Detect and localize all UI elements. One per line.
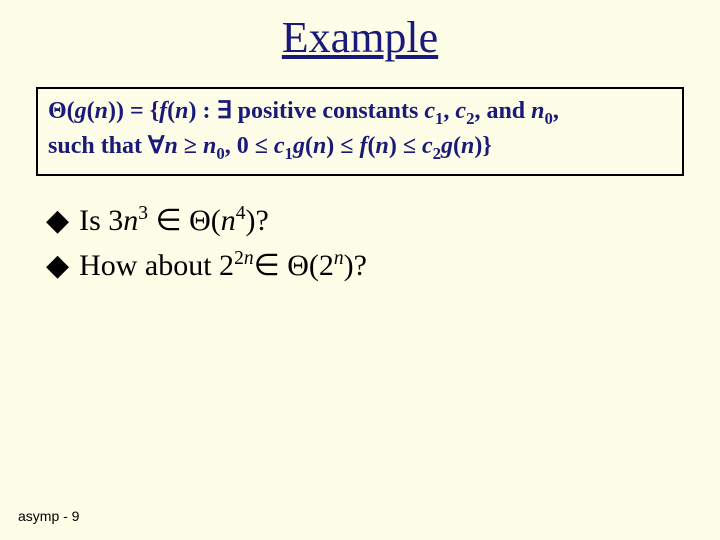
def-f2: f: [359, 133, 367, 159]
def-n0n: n: [531, 98, 544, 124]
bullet-2-text: How about 22n∈ Θ(2n)?: [79, 243, 367, 288]
def-leq1: ≤: [334, 133, 359, 159]
q1-exp4: 4: [236, 203, 246, 224]
def-suchthat: such that ∀: [48, 133, 164, 159]
bullet-item-1: ◆ Is 3n3 ∈ Θ(n4)?: [46, 198, 720, 243]
def-c2b: c: [422, 133, 433, 159]
def-n2: n: [175, 98, 188, 124]
def-g3: g: [441, 133, 453, 159]
def-n3: n: [313, 133, 326, 159]
slide-footer: asymp - 9: [18, 508, 79, 524]
def-n00: 0: [545, 109, 553, 128]
def-and: , and: [474, 98, 531, 124]
def-n0b0: 0: [216, 144, 224, 163]
theta-symbol: Θ: [48, 98, 67, 124]
def-f: f: [159, 98, 167, 124]
def-c1: c: [424, 98, 435, 124]
diamond-icon: ◆: [46, 243, 69, 288]
q2-expn2: n: [334, 248, 344, 269]
def-geq: ≥: [178, 133, 203, 159]
def-c1b: c: [274, 133, 285, 159]
q2-q: )?: [344, 249, 367, 282]
q2-expn1: n: [244, 248, 254, 269]
def-comma1: ,: [443, 98, 455, 124]
def-eq: = {: [124, 98, 159, 124]
def-comma3: , 0 ≤: [225, 133, 274, 159]
def-c2: c: [455, 98, 466, 124]
def-n5: n: [461, 133, 474, 159]
q1-q: )?: [246, 204, 269, 237]
def-sub1b: 1: [285, 144, 293, 163]
q1-n: n: [123, 204, 138, 237]
q1-is: Is 3: [79, 204, 123, 237]
q2-exp2: 2: [234, 248, 244, 269]
q1-in: ∈ Θ(: [148, 204, 221, 237]
def-nvar: n: [164, 133, 177, 159]
slide-title: Example: [0, 0, 720, 63]
def-leq2: ≤: [397, 133, 422, 159]
def-n1: n: [95, 98, 108, 124]
diamond-icon: ◆: [46, 198, 69, 243]
q2-in: ∈ Θ(2: [254, 249, 334, 282]
def-sub2b: 2: [433, 144, 441, 163]
def-n0bn: n: [203, 133, 216, 159]
q1-exp3: 3: [138, 203, 148, 224]
q1-n2: n: [221, 204, 236, 237]
def-exists: : ∃ positive constants: [197, 98, 425, 124]
bullet-item-2: ◆ How about 22n∈ Θ(2n)?: [46, 243, 720, 288]
def-g2: g: [293, 133, 305, 159]
def-comma2: ,: [553, 98, 559, 124]
q2-how: How about 2: [79, 249, 234, 282]
bullet-list: ◆ Is 3n3 ∈ Θ(n4)? ◆ How about 22n∈ Θ(2n)…: [46, 198, 720, 288]
bullet-1-text: Is 3n3 ∈ Θ(n4)?: [79, 198, 269, 243]
def-g: g: [75, 98, 87, 124]
def-close: }: [482, 133, 491, 159]
def-n4: n: [375, 133, 388, 159]
definition-box: Θ(g(n)) = {f(n) : ∃ positive constants c…: [36, 87, 684, 176]
